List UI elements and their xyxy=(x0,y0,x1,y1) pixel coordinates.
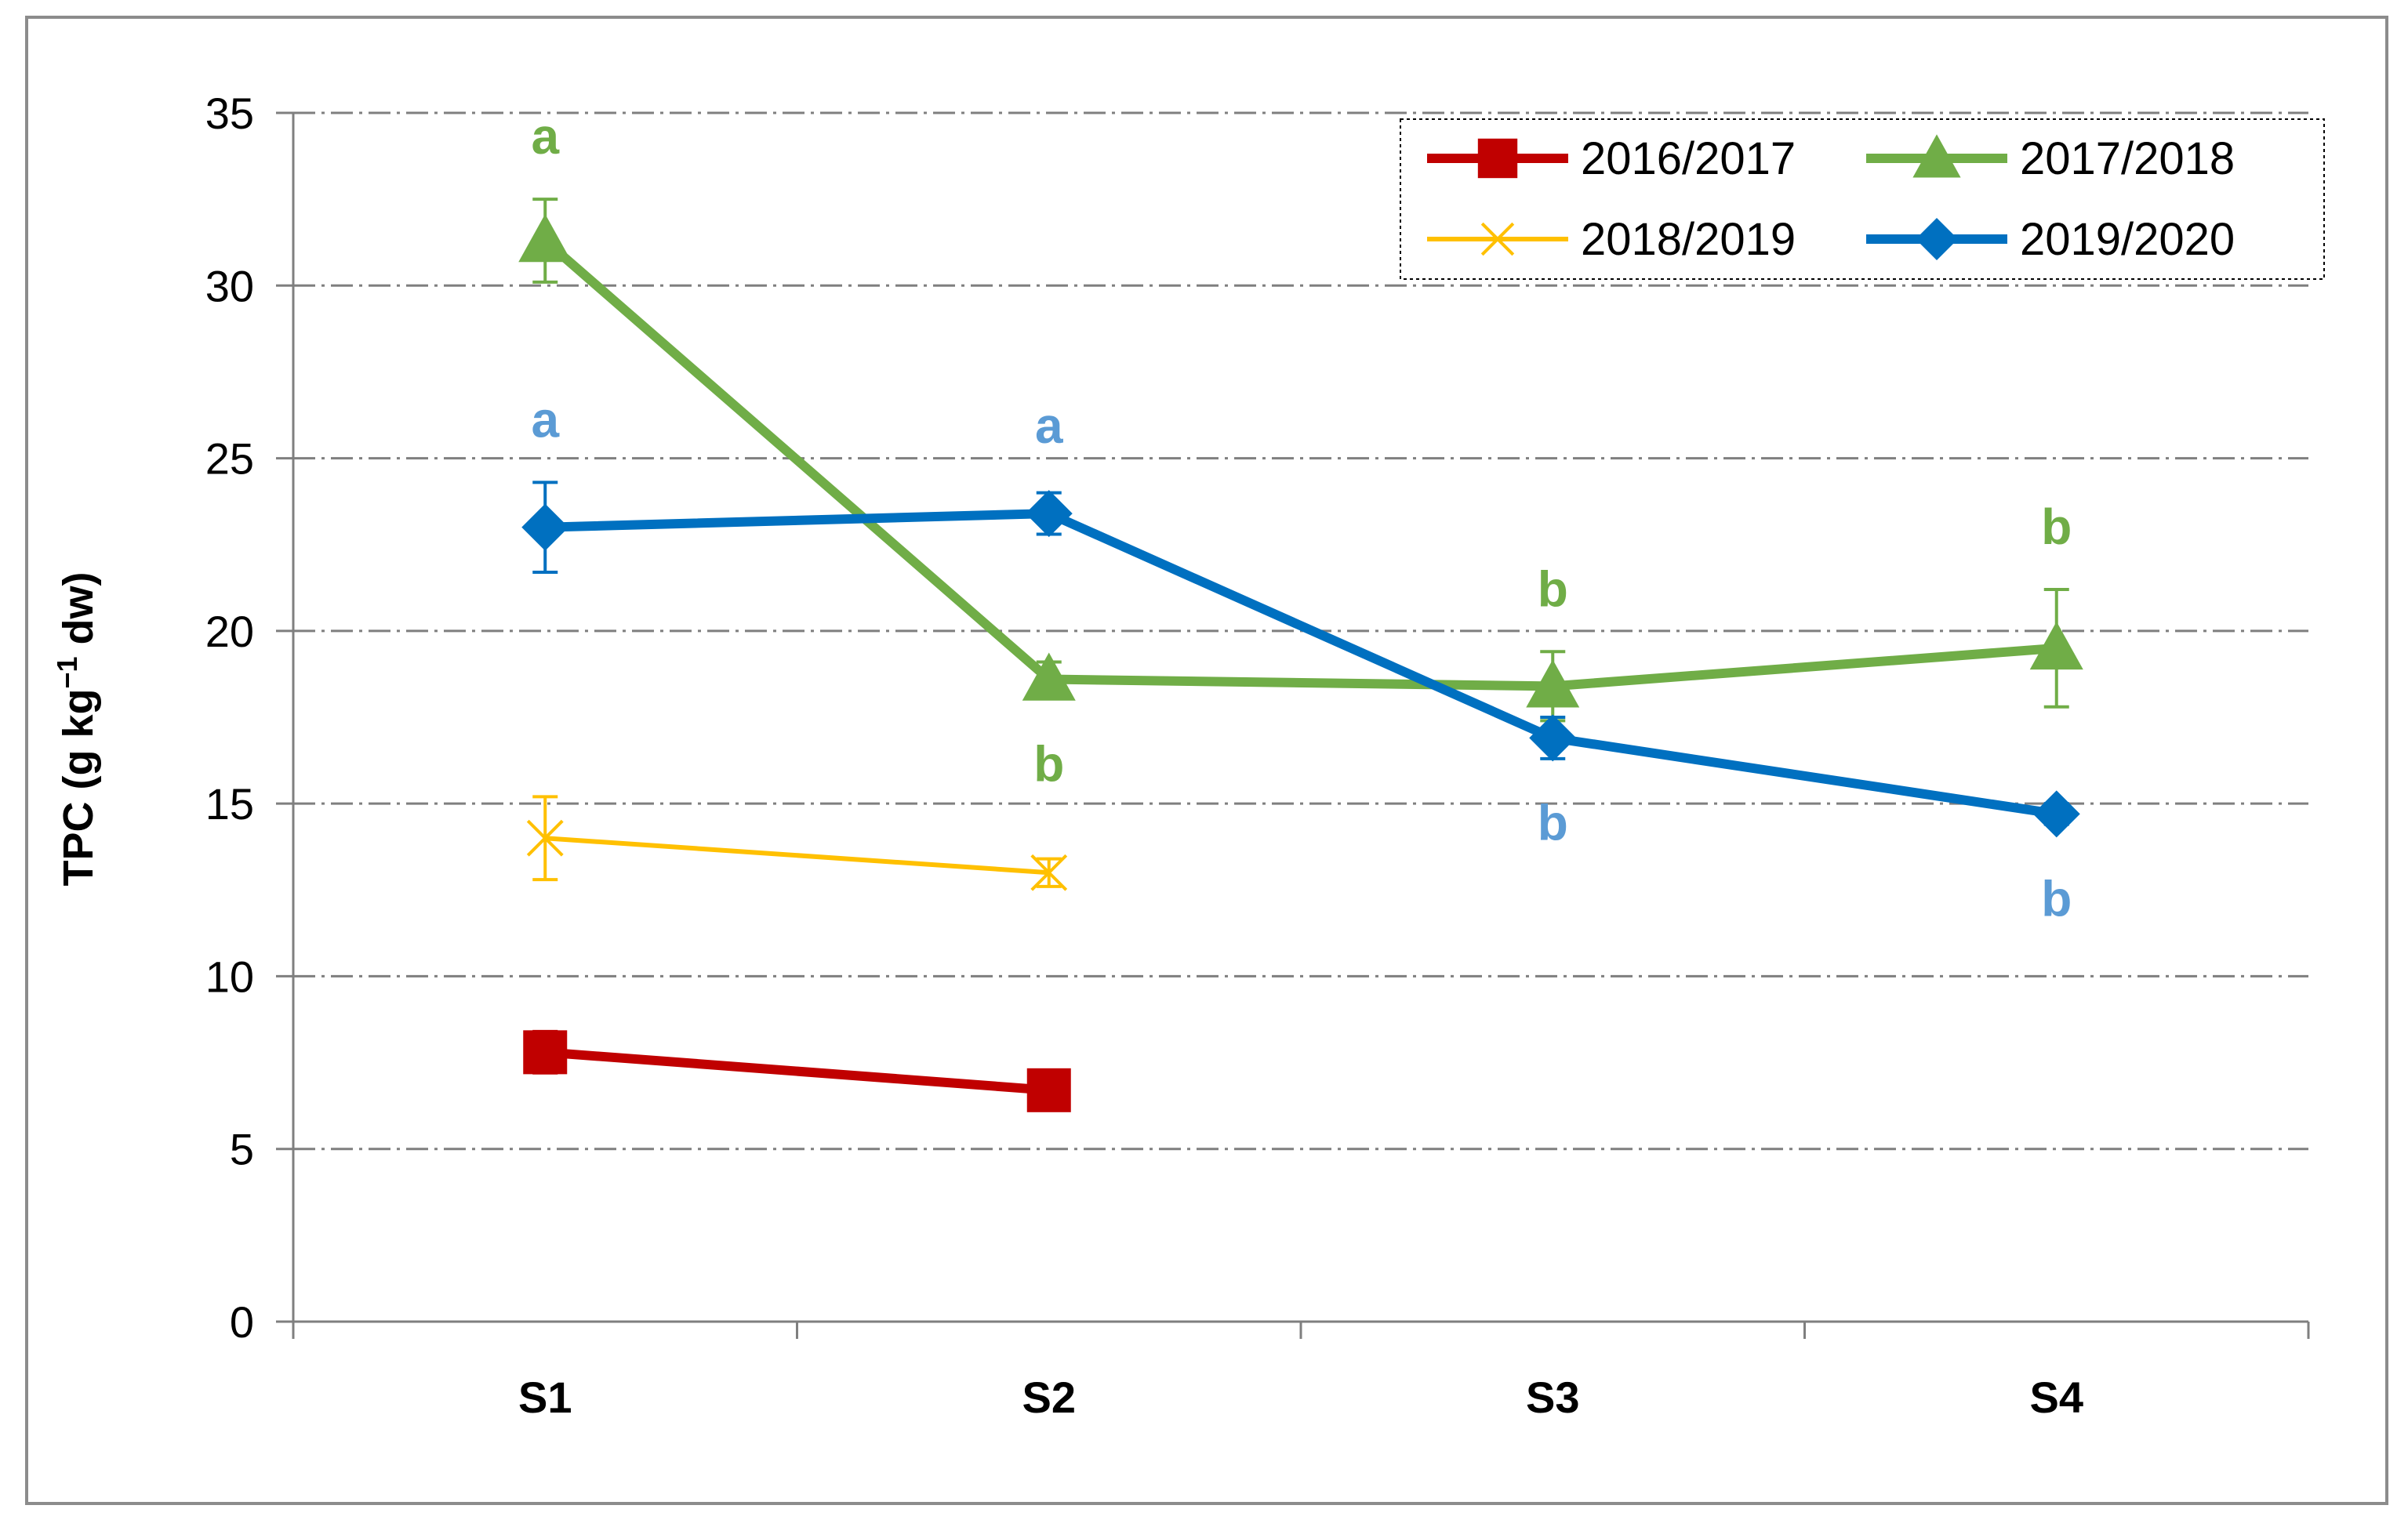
legend-item-2017-2018: 2017/2018 xyxy=(1866,133,2235,184)
legend-marker-2018-2019-b xyxy=(1480,222,1515,256)
x-category-label-S3: S3 xyxy=(1526,1373,1580,1422)
legend-label-2017-2018: 2017/2018 xyxy=(2020,133,2235,184)
sig-label-2017-2018-S2: b xyxy=(1033,736,1064,793)
y-tick-label-25: 25 xyxy=(205,434,254,484)
legend-marker-2016-2017 xyxy=(1477,138,1518,179)
y-tick-label-30: 30 xyxy=(205,261,254,310)
y-tick-label-15: 15 xyxy=(205,779,254,829)
legend-marker-2019-2020 xyxy=(1916,218,1958,260)
x-category-label-S2: S2 xyxy=(1022,1373,1077,1422)
series-line-2016-2017 xyxy=(544,1047,1050,1095)
point-2017-2018-S2 xyxy=(1022,652,1076,701)
legend-label-2019-2020: 2019/2020 xyxy=(2020,214,2235,265)
y-tick-label-20: 20 xyxy=(205,607,254,656)
legend-item-2016-2017: 2016/2017 xyxy=(1427,133,1796,184)
point-2018-2019-S1 xyxy=(526,819,564,857)
point-2017-2018-S3 xyxy=(1526,659,1580,708)
series-2016-2017 xyxy=(523,1029,1071,1112)
y-tick-label-10: 10 xyxy=(205,952,254,1001)
x-category-label-S1: S1 xyxy=(518,1373,572,1422)
legend-item-2019-2020: 2019/2020 xyxy=(1866,214,2235,265)
series-2019-2020 xyxy=(521,481,2080,838)
y-tick-label-35: 35 xyxy=(205,89,254,138)
y-tick-labels: 0 5 10 15 20 25 30 35 xyxy=(205,89,254,1347)
sig-label-2019-2020-S3: b xyxy=(1538,794,1568,851)
point-2017-2018-S4 xyxy=(2029,621,2083,670)
sig-label-2017-2018-S3: b xyxy=(1538,560,1568,617)
point-2019-2020-S4 xyxy=(2032,790,2080,838)
legend-box xyxy=(1400,118,2325,280)
point-2018-2019-S2-b xyxy=(1030,854,1068,891)
series-line-2018-2019 xyxy=(545,836,1049,876)
series-layer xyxy=(518,198,2083,1112)
point-2018-2019-S2 xyxy=(1030,854,1068,891)
legend-marker-2018-2019 xyxy=(1480,222,1515,256)
significance-labels: a b b b a a b b xyxy=(531,108,2072,927)
series-2017-2018 xyxy=(518,198,2083,723)
sig-label-2017-2018-S1: a xyxy=(531,108,559,165)
point-2017-2018-S1 xyxy=(518,214,572,263)
point-2019-2020-S3 xyxy=(1529,714,1577,762)
point-2018-2019-S1-b xyxy=(526,819,564,857)
sig-label-2019-2020-S4: b xyxy=(2041,870,2072,927)
series-line-2017-2018 xyxy=(542,237,2058,691)
series-2018-2019 xyxy=(526,795,1068,891)
point-2016-2017-S1 xyxy=(523,1030,568,1075)
grid-layer xyxy=(293,111,2308,1151)
legend-label-2018-2019: 2018/2019 xyxy=(1581,214,1796,265)
y-tick-label-5: 5 xyxy=(230,1125,254,1174)
legend-item-2018-2019: 2018/2019 xyxy=(1427,214,1796,265)
y-axis-title: TPC (g kg−1 dw) xyxy=(51,571,102,886)
point-2019-2020-S1 xyxy=(521,503,569,551)
legend-marker-2017-2018 xyxy=(1912,134,1961,178)
sig-label-2017-2018-S4: b xyxy=(2041,499,2072,555)
point-2016-2017-S2 xyxy=(1026,1068,1071,1112)
sig-label-2019-2020-S2: a xyxy=(1035,397,1063,454)
legend-label-2016-2017: 2016/2017 xyxy=(1581,133,1796,184)
y-tick-label-0: 0 xyxy=(230,1297,254,1347)
legend: 2016/2017 2017/2018 2018/2019 2019/2020 xyxy=(1400,118,2325,280)
sig-label-2019-2020-S1: a xyxy=(531,391,559,448)
x-category-label-S4: S4 xyxy=(2030,1373,2084,1422)
point-2019-2020-S2 xyxy=(1025,490,1073,538)
series-line-2019-2020 xyxy=(545,509,2058,819)
axis-layer xyxy=(276,111,2310,1339)
x-category-labels: S1 S2 S3 S4 xyxy=(518,1373,2083,1422)
